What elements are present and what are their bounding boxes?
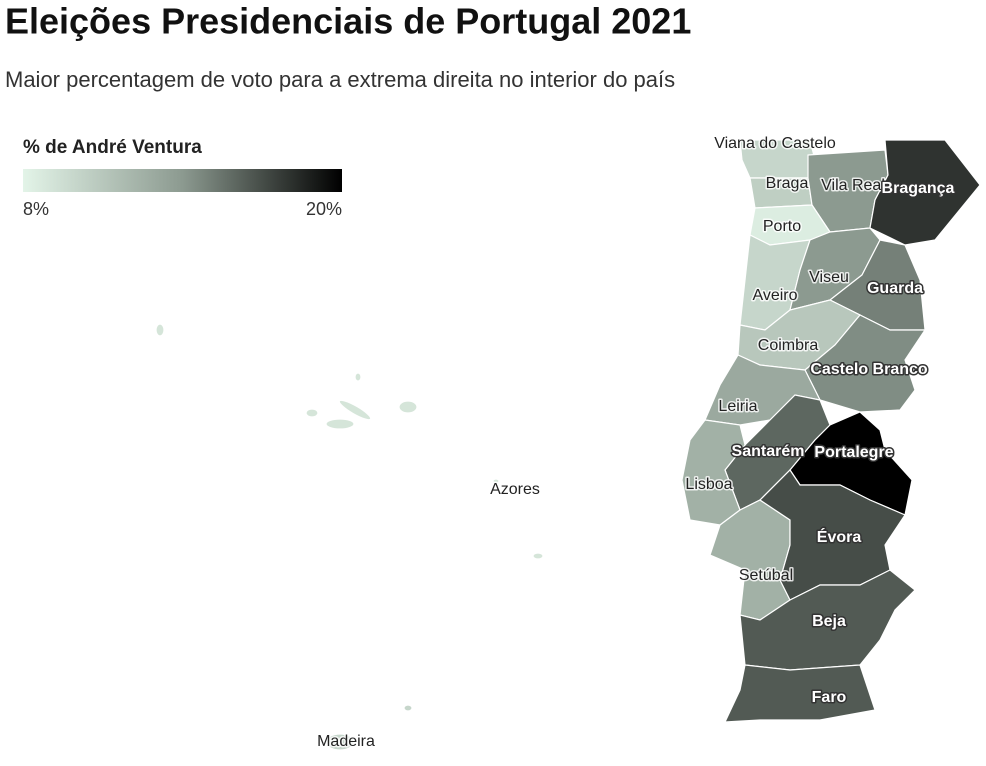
legend-max: 20% [306,199,342,219]
region-label: Lisboa [685,476,732,493]
region-label: Braga [766,175,809,192]
region-label: Porto [763,218,801,235]
region-label: Coimbra [758,337,819,354]
region [398,400,418,414]
region-label: Beja [812,613,846,630]
legend-title: % de André Ventura [23,137,202,158]
region-label: Aveiro [752,287,797,304]
region-label: Vila Real [821,177,885,194]
regions [155,139,981,751]
region-label: Leiria [718,398,757,415]
region-label: Guarda [867,280,923,297]
title: Eleições Presidenciais de Portugal 2021 [5,1,691,42]
region [338,399,372,421]
region [305,408,319,418]
region [739,569,916,671]
region-label: Portalegre [814,444,893,461]
region [155,323,165,337]
region-label: Évora [817,527,862,546]
region-label: Viseu [809,269,849,286]
region-label: Santarém [732,443,805,460]
region [354,372,362,382]
region [403,704,413,712]
subtitle: Maior percentagem de voto para a extrema… [5,67,675,92]
region-label: Bragança [882,180,955,197]
region [492,478,500,484]
region-label: Azores [490,481,540,498]
legend-bar [23,169,342,192]
region [532,552,544,560]
region-label: Madeira [317,733,375,750]
region [724,664,876,723]
region [804,314,927,413]
region [325,733,355,751]
region-label: Castelo Branco [810,361,928,378]
region-label: Viana do Castelo [714,135,836,152]
region-label: Faro [812,689,847,706]
region-label: Setúbal [739,567,793,584]
region [325,418,355,430]
legend-min: 8% [23,199,49,219]
